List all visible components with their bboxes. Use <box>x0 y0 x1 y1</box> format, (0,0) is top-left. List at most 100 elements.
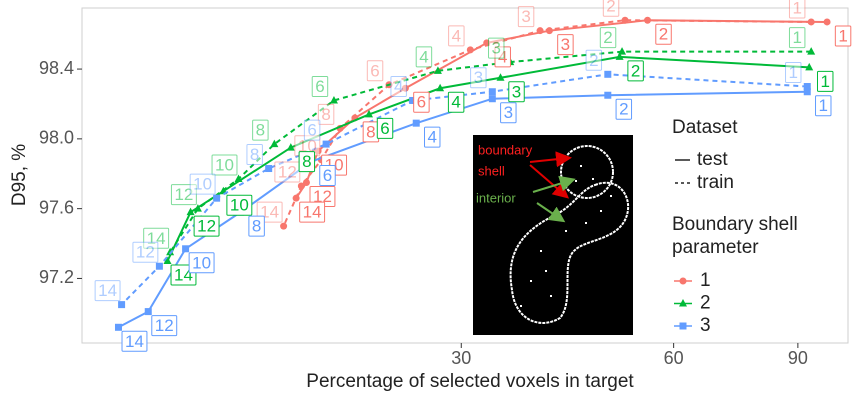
point-label-text: 14 <box>125 332 144 351</box>
point <box>265 165 272 172</box>
point-label-text: 10 <box>230 196 249 215</box>
legend-label: train <box>697 172 734 193</box>
point-label-text: 6 <box>380 119 389 138</box>
point <box>323 141 330 148</box>
point <box>182 245 189 252</box>
legend-label: test <box>697 149 728 170</box>
point-label: 1 <box>817 71 832 91</box>
point <box>118 301 125 308</box>
point <box>115 324 122 331</box>
point-label-text: 1 <box>789 63 798 82</box>
point <box>680 323 687 330</box>
point-label-text: 3 <box>474 68 483 87</box>
point <box>808 18 815 25</box>
point-label: 14 <box>300 202 325 222</box>
point-label: 2 <box>628 61 643 81</box>
point-label-text: 12 <box>197 217 216 236</box>
point-label-text: 8 <box>250 145 259 164</box>
point-label-text: 4 <box>451 93 460 112</box>
legend-title: parameter <box>672 237 759 258</box>
point-label: 1 <box>789 0 804 18</box>
point-label: 10 <box>189 253 214 273</box>
point-label: 4 <box>391 76 406 96</box>
point-label: 12 <box>194 216 219 236</box>
point-label: 3 <box>509 82 524 102</box>
point-label: 8 <box>253 120 268 140</box>
point <box>824 18 831 25</box>
point-label-text: 6 <box>370 61 379 80</box>
point-label-text: 1 <box>792 28 801 47</box>
point-label-text: 8 <box>256 121 265 140</box>
point <box>467 46 474 53</box>
point-label-text: 1 <box>819 96 828 115</box>
point-label: 1 <box>786 63 801 83</box>
point-label: 10 <box>190 174 215 194</box>
point-label-text: 4 <box>428 128 437 147</box>
point-label-text: 8 <box>302 152 311 171</box>
y-tick-label: 97.6 <box>39 197 74 217</box>
legend-label: 2 <box>700 293 711 314</box>
point <box>489 88 496 95</box>
chart: 1234681012141234681012141234681012141234… <box>0 0 867 394</box>
point-label-text: 10 <box>215 155 234 174</box>
legend-label: 1 <box>700 270 711 291</box>
inset-image: boundary shell interior <box>473 135 633 335</box>
point-label-text: 2 <box>606 0 615 16</box>
point-label: 14 <box>122 331 147 351</box>
point <box>413 120 420 127</box>
point-label-text: 12 <box>136 243 155 262</box>
point <box>280 223 287 230</box>
point-label: 2 <box>603 0 618 16</box>
point-label: 6 <box>367 61 382 81</box>
point <box>145 308 152 315</box>
point-label-text: 8 <box>366 122 375 141</box>
point <box>489 95 496 102</box>
point-label: 2 <box>656 24 671 44</box>
point-label: 4 <box>448 92 463 112</box>
point-label: 1 <box>816 96 831 116</box>
point-label-text: 6 <box>315 77 324 96</box>
x-axis-label: Percentage of selected voxels in target <box>306 371 634 392</box>
point-label: 12 <box>275 162 300 182</box>
point-label-text: 2 <box>603 28 612 47</box>
point-label: 2 <box>600 28 615 48</box>
point-label-text: 1 <box>838 26 847 45</box>
point <box>537 27 544 34</box>
x-tick-label: 60 <box>664 348 684 368</box>
point-label: 3 <box>501 103 516 123</box>
y-tick-label: 98.0 <box>39 128 74 148</box>
point-label: 8 <box>299 152 314 172</box>
point <box>298 182 305 189</box>
inset-label: boundary <box>478 142 533 157</box>
point-label: 1 <box>835 26 850 46</box>
point-label-text: 3 <box>521 7 530 26</box>
point-label: 14 <box>95 281 120 301</box>
point-label-text: 8 <box>252 217 261 236</box>
point-label-text: 1 <box>820 72 829 91</box>
point-label-text: 12 <box>278 162 297 181</box>
point-label-text: 4 <box>452 26 461 45</box>
point-label-text: 10 <box>193 175 212 194</box>
point-label-text: 3 <box>492 39 501 58</box>
point-label-text: 6 <box>323 166 332 185</box>
point-label-text: 6 <box>307 121 316 140</box>
point-label: 8 <box>363 122 378 142</box>
y-axis-label: D95, % <box>9 144 30 206</box>
point-label: 3 <box>558 35 573 55</box>
legend-label: 3 <box>700 315 711 336</box>
inset-label: interior <box>476 190 516 205</box>
point <box>604 92 611 99</box>
y-tick-label: 98.4 <box>39 58 74 78</box>
point-label: 10 <box>212 155 237 175</box>
point <box>804 83 811 90</box>
point-label-text: 8 <box>321 105 330 124</box>
point-label-text: 14 <box>303 203 322 222</box>
point-label: 6 <box>320 166 335 186</box>
point-label: 3 <box>518 7 533 27</box>
y-tick-label: 97.2 <box>39 267 74 287</box>
point-label-text: 2 <box>589 51 598 70</box>
point-label-text: 14 <box>98 281 117 300</box>
point-label: 2 <box>586 50 601 70</box>
point-label: 4 <box>449 26 464 46</box>
legend-title: Dataset <box>672 117 738 138</box>
